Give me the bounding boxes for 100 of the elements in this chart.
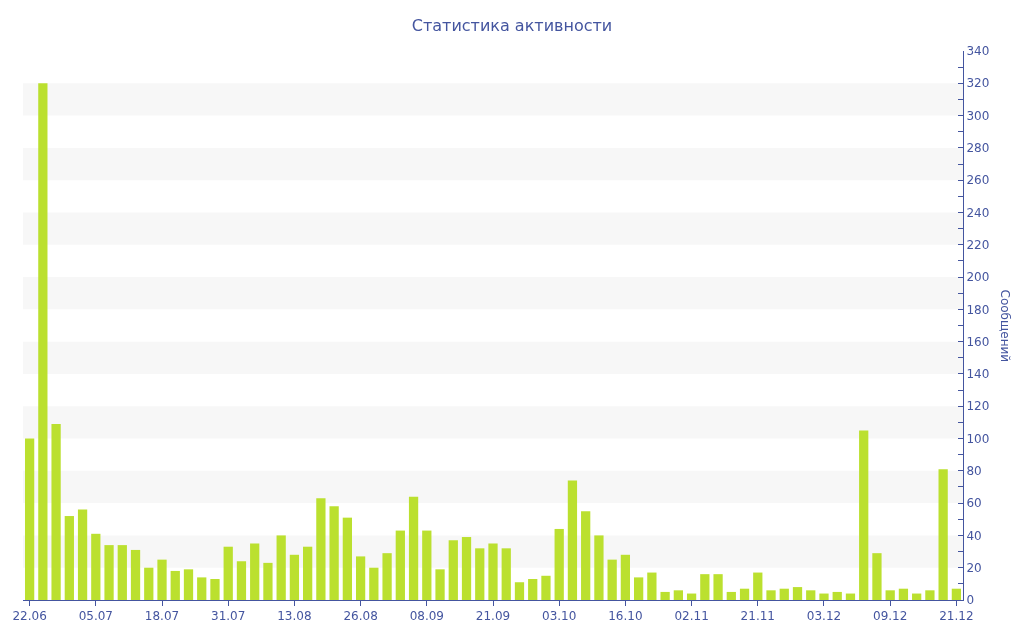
bar xyxy=(726,591,736,600)
bar xyxy=(898,588,909,600)
x-tick-label: 21.11 xyxy=(740,609,775,624)
y-tick-label: 0 xyxy=(966,593,975,608)
y-tick-label: 300 xyxy=(966,108,990,123)
bar xyxy=(130,549,141,600)
bar xyxy=(382,553,392,600)
bar xyxy=(938,469,948,600)
bar xyxy=(369,567,379,600)
bar xyxy=(753,572,763,600)
bar xyxy=(634,577,644,600)
bar xyxy=(197,577,207,600)
bar xyxy=(104,545,114,600)
bar xyxy=(157,559,167,600)
x-tick-label: 08.09 xyxy=(409,609,444,624)
bar xyxy=(422,530,432,600)
x-tick-label: 05.07 xyxy=(78,609,113,624)
y-tick-label: 340 xyxy=(966,44,990,59)
bar xyxy=(223,546,233,600)
y-tick-label: 220 xyxy=(966,237,990,252)
bar xyxy=(554,528,564,600)
bar xyxy=(250,543,260,600)
bar xyxy=(263,562,273,600)
bar xyxy=(77,509,88,600)
bar xyxy=(872,553,882,600)
x-tick-label: 03.10 xyxy=(542,609,577,624)
bar xyxy=(236,561,247,600)
bar xyxy=(408,496,419,600)
bar xyxy=(528,579,538,600)
bar xyxy=(210,579,220,600)
bar xyxy=(713,574,723,600)
bar xyxy=(912,593,922,600)
bar xyxy=(514,582,525,600)
y-tick-label: 280 xyxy=(966,141,990,156)
bar xyxy=(461,537,472,600)
bar xyxy=(819,593,829,600)
bar xyxy=(144,567,154,600)
x-tick-label: 16.10 xyxy=(608,609,643,624)
bar xyxy=(289,554,300,600)
bar xyxy=(488,543,498,600)
bar xyxy=(316,498,326,600)
bar xyxy=(329,506,339,600)
bar xyxy=(594,535,604,600)
bar xyxy=(567,480,578,600)
bar xyxy=(766,590,776,600)
bar xyxy=(342,517,352,600)
bar xyxy=(925,590,935,600)
y-tick-label: 200 xyxy=(966,270,990,285)
y-tick-label: 160 xyxy=(966,334,990,349)
bar xyxy=(859,430,869,600)
bar xyxy=(951,588,962,600)
y-tick-label: 320 xyxy=(966,76,990,91)
bar xyxy=(51,424,61,600)
bar xyxy=(792,587,803,600)
bar xyxy=(501,548,511,600)
bar xyxy=(117,545,127,600)
y-tick-label: 240 xyxy=(966,205,990,220)
x-tick-label: 21.12 xyxy=(939,609,974,624)
bar xyxy=(24,438,35,600)
y-axis-title: Сообщений xyxy=(997,289,1012,363)
y-tick-label: 260 xyxy=(966,173,990,188)
x-tick-label: 22.06 xyxy=(12,609,47,624)
bar xyxy=(806,590,816,600)
bar xyxy=(448,540,458,600)
x-tick-label: 31.07 xyxy=(211,609,246,624)
y-tick-label: 60 xyxy=(966,496,982,511)
bar xyxy=(620,554,631,600)
bar xyxy=(779,588,789,600)
x-tick-label: 21.09 xyxy=(475,609,511,624)
bar xyxy=(435,569,445,600)
x-tick-label: 13.08 xyxy=(277,609,312,624)
bar xyxy=(276,535,286,600)
y-tick-label: 120 xyxy=(966,399,990,414)
bar xyxy=(832,591,842,600)
bar xyxy=(170,570,180,600)
x-tick-label: 18.07 xyxy=(144,609,180,624)
y-tick-label: 20 xyxy=(966,560,982,575)
bar xyxy=(355,556,366,600)
bar xyxy=(845,593,856,600)
x-tick-label: 26.08 xyxy=(343,609,378,624)
bar xyxy=(700,574,710,600)
x-tick-label: 09.12 xyxy=(873,609,908,624)
bar xyxy=(739,588,750,600)
bar xyxy=(475,548,485,600)
bar xyxy=(647,572,657,600)
bar xyxy=(607,559,617,600)
y-tick-label: 180 xyxy=(966,302,990,317)
y-tick-label: 100 xyxy=(966,431,990,446)
bar xyxy=(581,511,591,600)
y-tick-label: 40 xyxy=(966,528,982,543)
bar xyxy=(885,590,895,600)
bar xyxy=(303,546,313,600)
bar xyxy=(183,569,194,600)
bar xyxy=(660,591,670,600)
bar xyxy=(686,593,697,600)
bar xyxy=(541,575,551,600)
y-tick-label: 80 xyxy=(966,464,982,479)
x-tick-label: 03.12 xyxy=(806,609,842,624)
bar xyxy=(395,530,405,600)
bar xyxy=(38,83,48,600)
